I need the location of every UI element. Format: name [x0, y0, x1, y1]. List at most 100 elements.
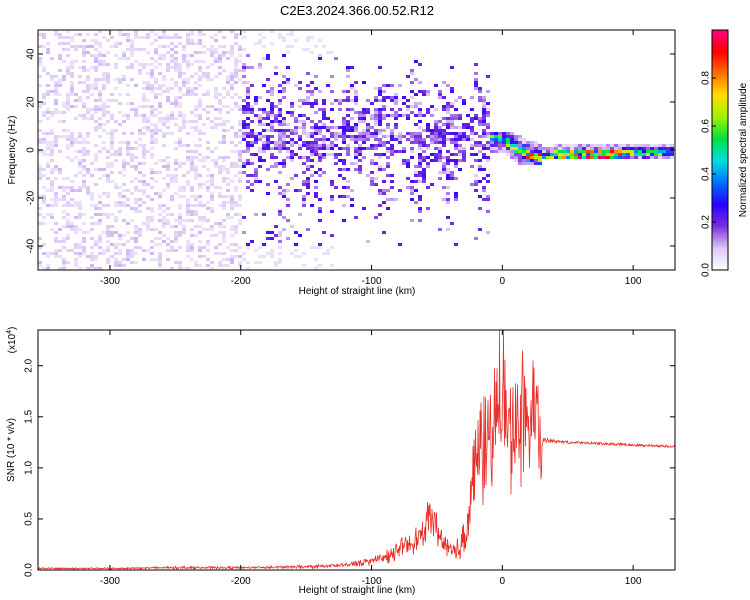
heatmap-cell [86, 186, 90, 189]
heatmap-cell [230, 201, 234, 204]
heatmap-cell [66, 201, 70, 204]
heatmap-cell [122, 75, 126, 78]
heatmap-cell [54, 192, 58, 195]
heatmap-cell [254, 141, 258, 144]
heatmap-cell [646, 150, 650, 153]
heatmap-cell [146, 126, 150, 129]
heatmap-cell [370, 162, 374, 165]
heatmap-cell [86, 132, 90, 135]
heatmap-cell [42, 45, 46, 48]
heatmap-cell [410, 96, 414, 99]
heatmap-cell [74, 204, 78, 207]
heatmap-cell [286, 81, 290, 84]
heatmap-cell [354, 90, 358, 93]
heatmap-cell [262, 159, 266, 162]
heatmap-cell [82, 81, 86, 84]
heatmap-cell [178, 165, 182, 168]
heatmap-cell [418, 210, 422, 213]
heatmap-cell [286, 204, 290, 207]
heatmap-cell [278, 102, 282, 105]
heatmap-cell [134, 36, 138, 39]
heatmap-cell [338, 159, 342, 162]
heatmap-cell [86, 168, 90, 171]
heatmap-cell [78, 228, 82, 231]
heatmap-cell [150, 72, 154, 75]
heatmap-cell [222, 219, 226, 222]
heatmap-cell [166, 237, 170, 240]
heatmap-cell [278, 150, 282, 153]
heatmap-cell [422, 168, 426, 171]
heatmap-cell [438, 171, 442, 174]
heatmap-cell [122, 219, 126, 222]
heatmap-cell [202, 72, 206, 75]
heatmap-cell [638, 156, 642, 159]
heatmap-cell [54, 87, 58, 90]
heatmap-cell [238, 78, 242, 81]
heatmap-cell [134, 177, 138, 180]
heatmap-cell [38, 63, 42, 66]
heatmap-cell [314, 144, 318, 147]
heatmap-cell [270, 156, 274, 159]
heatmap-cell [74, 231, 78, 234]
heatmap-cell [134, 147, 138, 150]
heatmap-cell [78, 162, 82, 165]
heatmap-cell [62, 225, 66, 228]
heatmap-cell [210, 234, 214, 237]
heatmap-cell [386, 84, 390, 87]
heatmap-cell [266, 135, 270, 138]
heatmap-cell [638, 153, 642, 156]
heatmap-cell [106, 111, 110, 114]
heatmap-cell [482, 105, 486, 108]
heatmap-cell [594, 147, 598, 150]
heatmap-cell [158, 105, 162, 108]
heatmap-cell [42, 114, 46, 117]
heatmap-cell [38, 57, 42, 60]
heatmap-cell [478, 159, 482, 162]
heatmap-cell [254, 102, 258, 105]
heatmap-cell [118, 33, 122, 36]
heatmap-cell [446, 216, 450, 219]
heatmap-cell [510, 156, 514, 159]
heatmap-cell [114, 252, 118, 255]
heatmap-cell [354, 99, 358, 102]
heatmap-cell [214, 246, 218, 249]
heatmap-cell [194, 177, 198, 180]
heatmap-cell [146, 219, 150, 222]
heatmap-cell [602, 144, 606, 147]
heatmap-cell [430, 141, 434, 144]
heatmap-cell [666, 153, 670, 156]
heatmap-cell [242, 105, 246, 108]
heatmap-cell [282, 189, 286, 192]
heatmap-cell [430, 153, 434, 156]
heatmap-cell [70, 222, 74, 225]
heatmap-cell [474, 153, 478, 156]
heatmap-cell [494, 150, 498, 153]
heatmap-cell [194, 105, 198, 108]
heatmap-cell [442, 117, 446, 120]
heatmap-cell [134, 141, 138, 144]
heatmap-cell [66, 36, 70, 39]
heatmap-cell [438, 135, 442, 138]
heatmap-cell [54, 138, 58, 141]
heatmap-cell [606, 156, 610, 159]
heatmap-cell [482, 132, 486, 135]
heatmap-cell [414, 189, 418, 192]
heatmap-cell [106, 51, 110, 54]
heatmap-cell [194, 168, 198, 171]
heatmap-cell [174, 81, 178, 84]
heatmap-cell [290, 129, 294, 132]
heatmap-cell [258, 117, 262, 120]
heatmap-cell [574, 153, 578, 156]
heatmap-cell [494, 147, 498, 150]
heatmap-cell [494, 141, 498, 144]
heatmap-cell [162, 216, 166, 219]
heatmap-cell [194, 126, 198, 129]
heatmap-cell [382, 117, 386, 120]
heatmap-cell [254, 171, 258, 174]
heatmap-cell [58, 54, 62, 57]
heatmap-cell [82, 51, 86, 54]
heatmap-cell [154, 96, 158, 99]
heatmap-cell [470, 144, 474, 147]
heatmap-cell [98, 30, 102, 33]
